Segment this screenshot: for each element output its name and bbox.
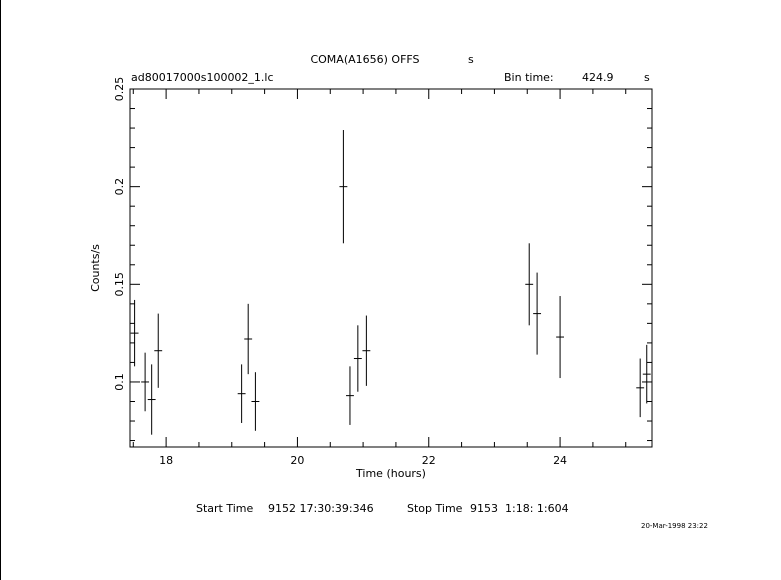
data-point	[353, 325, 362, 392]
chart-title: COMA(A1656) OFFS	[310, 53, 419, 66]
x-axis-label: Time (hours)	[355, 467, 426, 480]
y-tick-label: 0.2	[113, 178, 126, 196]
data-point	[525, 243, 534, 326]
data-point	[362, 315, 371, 386]
bin-time-value: 424.9	[582, 71, 614, 84]
axis-ticks: 18 20 22 24 0.1 0.15 0.2 0.25	[113, 77, 652, 467]
date-stamp: 20-Mar-1998 23:22	[641, 522, 708, 530]
y-tick-label: 0.25	[113, 77, 126, 102]
data-point	[244, 303, 253, 375]
file-label: ad80017000s100002_1.lc	[131, 71, 274, 84]
chart-title-suffix: s	[468, 53, 474, 66]
data-point	[642, 344, 651, 404]
data-point	[154, 313, 163, 388]
y-axis-label: Counts/s	[89, 244, 102, 292]
y-tick-label: 0.15	[113, 272, 126, 297]
stop-time-value: 9153 1:18: 1:604	[470, 502, 569, 515]
y-tick-label: 0.1	[113, 373, 126, 391]
data-point	[339, 130, 348, 244]
data-point	[147, 364, 156, 435]
x-tick-label: 22	[422, 454, 436, 467]
bin-time-label: Bin time:	[504, 71, 554, 84]
data-point	[251, 372, 260, 431]
start-time-label: Start Time	[196, 502, 254, 515]
plot-frame	[129, 88, 653, 448]
data-point	[556, 296, 565, 379]
data-point	[346, 366, 354, 425]
stop-time-label: Stop Time	[407, 502, 463, 515]
x-tick-label: 20	[290, 454, 304, 467]
x-tick-label: 18	[159, 454, 173, 467]
window-left-border	[0, 0, 1, 580]
data-point	[533, 272, 542, 355]
x-tick-label: 24	[553, 454, 567, 467]
data-point	[237, 364, 246, 423]
data-point	[636, 358, 645, 418]
data-points	[130, 130, 651, 435]
data-point	[141, 352, 150, 412]
start-time-value: 9152 17:30:39:346	[268, 502, 374, 515]
bin-time-unit: s	[644, 71, 650, 84]
data-point	[130, 299, 139, 367]
